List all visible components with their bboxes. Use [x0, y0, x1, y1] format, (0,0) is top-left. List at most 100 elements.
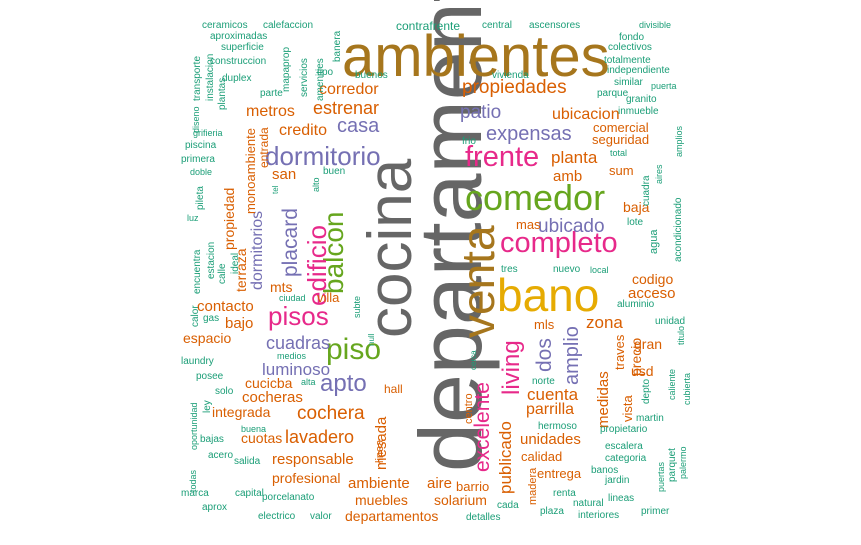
cloud-word: ubicacion — [552, 106, 620, 123]
cloud-word: ceramicos — [202, 20, 248, 31]
cloud-word: bano — [497, 269, 600, 321]
cloud-word: venta — [452, 225, 504, 338]
cloud-word: ascensores — [529, 20, 581, 31]
cloud-word: primera — [181, 154, 215, 165]
cloud-word: depto — [641, 378, 652, 404]
cloud-word: cerca — [469, 350, 478, 370]
cloud-word: capital — [235, 488, 264, 499]
cloud-word: propietario — [600, 424, 648, 435]
cloud-word: electrico — [258, 511, 296, 522]
cloud-word: amplios — [674, 125, 684, 157]
cloud-word: profesional — [272, 470, 341, 486]
cloud-word: solo — [215, 386, 234, 397]
cloud-word: granito — [626, 94, 657, 105]
cloud-word: oportunidad — [189, 402, 199, 450]
cloud-word: ambiente — [348, 475, 410, 492]
cloud-word: calle — [217, 263, 228, 284]
cloud-word: acero — [208, 450, 234, 461]
cloud-word: seguridad — [592, 132, 650, 147]
cloud-word: ideal — [230, 252, 241, 274]
cloud-word: banera — [332, 30, 343, 62]
cloud-word: colectivos — [608, 42, 652, 53]
cloud-word: patio — [460, 102, 502, 123]
cloud-word: metros — [246, 103, 295, 120]
cloud-word: titulo — [676, 325, 686, 345]
cloud-word: agua — [648, 229, 660, 254]
cloud-word: buena — [241, 424, 267, 434]
cloud-word: propiedad — [221, 187, 237, 250]
cloud-word: publicado — [496, 421, 515, 494]
cloud-word: parrilla — [526, 401, 575, 418]
cloud-word: alta — [301, 377, 316, 387]
cloud-word: null — [367, 333, 376, 346]
cloud-word: local — [590, 265, 609, 275]
cloud-word: transporte — [192, 55, 203, 101]
cloud-word: frio — [462, 136, 476, 147]
cloud-word: propiedades — [462, 77, 567, 98]
cloud-word: doble — [190, 167, 213, 177]
cloud-word: renta — [553, 488, 576, 499]
cloud-word: estrenar — [313, 98, 380, 118]
cloud-word: aprox — [202, 502, 228, 513]
cloud-word: parquet — [667, 448, 678, 482]
cloud-word: independiente — [607, 65, 670, 76]
cloud-word: cuenta — [527, 385, 579, 404]
cloud-word: banos — [591, 465, 619, 476]
cloud-word: plantas — [217, 77, 228, 110]
cloud-word: baja — [623, 199, 650, 215]
cloud-word: fondo — [619, 32, 645, 43]
cloud-word: credito — [279, 122, 328, 139]
cloud-word: grifieria — [193, 128, 223, 138]
cloud-word: marca — [181, 488, 209, 499]
cloud-word: tel — [271, 185, 280, 194]
cloud-word: unidad — [655, 316, 686, 327]
cloud-word: hall — [384, 382, 403, 396]
cloud-word: parte — [260, 88, 283, 99]
cloud-word: luminoso — [262, 360, 331, 379]
cloud-word: ley — [202, 400, 213, 413]
cloud-word: comedor — [465, 177, 606, 218]
cloud-word: ambientes — [342, 24, 610, 89]
cloud-word: total — [610, 148, 628, 158]
cloud-word: aluminio — [617, 299, 655, 310]
cloud-word: madera — [527, 467, 539, 505]
cloud-word: unidades — [520, 431, 581, 448]
cloud-word: mas — [516, 217, 541, 232]
cloud-word: tres — [501, 264, 518, 275]
cloud-word: amenities — [315, 58, 326, 101]
cloud-word: primer — [641, 506, 670, 517]
cloud-word: aires — [654, 164, 664, 184]
cloud-word: medidas — [595, 371, 612, 428]
cloud-word: cuadras — [266, 333, 331, 353]
cloud-word: salida — [234, 456, 261, 467]
cloud-word: medios — [277, 351, 307, 361]
cloud-word: instalacion — [205, 53, 216, 101]
cloud-word: posee — [196, 371, 224, 382]
cloud-word: pileta — [195, 186, 206, 210]
cloud-word: tipo — [317, 67, 334, 78]
cloud-word: acondicionado — [673, 197, 684, 263]
cloud-word: detalles — [466, 512, 501, 523]
cloud-word: escalera — [605, 441, 643, 452]
cloud-word: san — [272, 166, 297, 183]
cloud-word: contacto — [197, 298, 254, 315]
cloud-word: departamentos — [345, 508, 439, 524]
cloud-word: aire — [427, 475, 453, 492]
cloud-word: amplio — [561, 326, 583, 385]
cloud-word: monoambiente — [243, 128, 258, 214]
cloud-word: responsable — [272, 451, 354, 468]
cloud-word: villa — [317, 290, 340, 305]
cloud-word: entrega — [537, 466, 582, 481]
cloud-word: entrada — [257, 127, 271, 168]
cloud-word: buenos — [355, 70, 388, 81]
cloud-word: categoria — [605, 453, 647, 464]
cloud-word: central — [482, 20, 513, 31]
cloud-word: alto — [311, 177, 321, 192]
cloud-word: completo — [500, 227, 618, 259]
cloud-word: usd — [631, 363, 654, 379]
cloud-word: traves — [612, 334, 627, 370]
cloud-word: similar — [614, 77, 643, 88]
cloud-word: caliente — [667, 368, 677, 400]
cloud-word: centro — [463, 393, 475, 424]
